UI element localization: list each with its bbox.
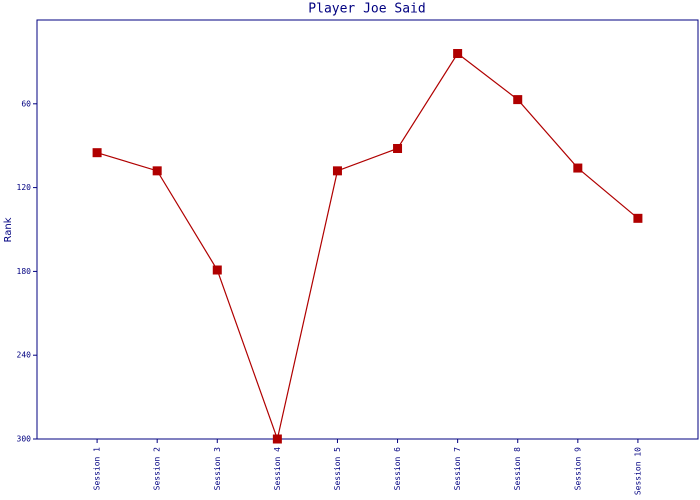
- x-tick-label: Session 3: [213, 447, 222, 491]
- marker: [513, 95, 523, 105]
- marker: [92, 148, 102, 158]
- chart-title: Player Joe Said: [308, 2, 425, 17]
- x-tick-label: Session 6: [393, 447, 402, 491]
- marker: [633, 213, 643, 223]
- marker: [453, 49, 463, 59]
- x-tick-label: Session 8: [513, 447, 522, 491]
- marker: [272, 434, 282, 444]
- y-tick-label: 300: [17, 435, 32, 444]
- x-tick-label: Session 7: [453, 447, 462, 491]
- x-tick-label: Session 5: [333, 447, 342, 491]
- x-tick-label: Session 10: [633, 447, 642, 495]
- x-tick-label: Session 4: [273, 447, 282, 491]
- y-tick-label: 60: [21, 99, 31, 108]
- x-tick-label: Session 1: [93, 447, 102, 491]
- x-tick-label: Session 2: [153, 447, 162, 491]
- marker: [152, 166, 162, 176]
- y-tick-label: 240: [17, 351, 32, 360]
- marker: [332, 166, 342, 176]
- x-tick-label: Session 9: [573, 447, 582, 491]
- y-axis-label: Rank: [3, 217, 14, 242]
- marker: [393, 143, 403, 153]
- line: [96, 52, 639, 442]
- y-tick-label: 120: [17, 183, 32, 192]
- marker: [573, 163, 583, 173]
- y-tick-label: 180: [17, 267, 32, 276]
- marker: [212, 265, 222, 275]
- plot-frame: [36, 19, 699, 440]
